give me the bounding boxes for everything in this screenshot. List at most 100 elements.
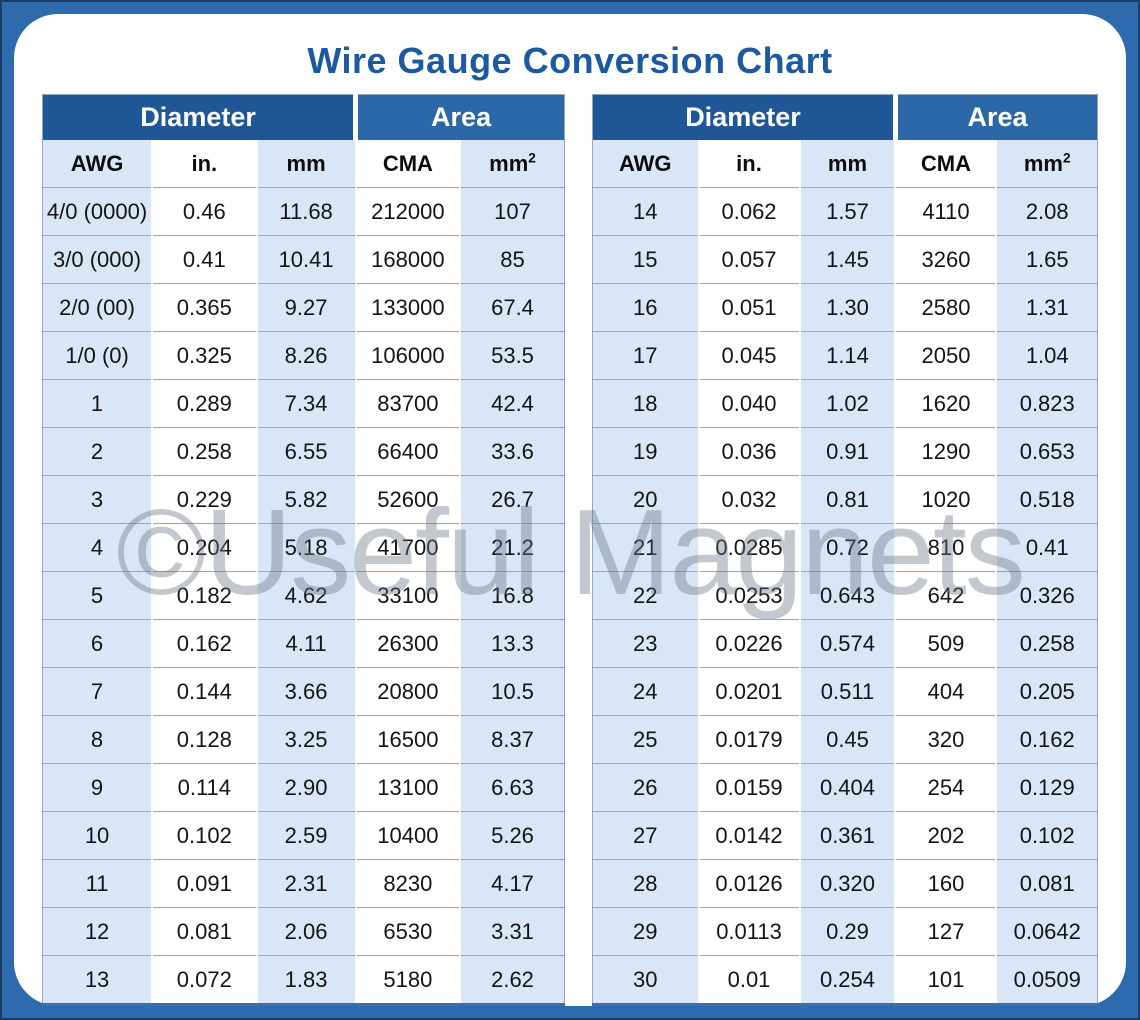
table-cell: 9	[42, 763, 153, 812]
table-row: 5 0.182 4.62 33100 16.8	[42, 571, 565, 620]
table-row: 22 0.0253 0.643 642 0.326	[592, 571, 1098, 620]
table-cell: 1620	[894, 379, 997, 428]
table-cell: 0.072	[151, 955, 257, 1005]
column-header-in: in.	[151, 140, 257, 188]
column-header-superscript: 2	[528, 150, 536, 166]
table-cell: 0.361	[798, 811, 896, 860]
table-row: 20 0.032 0.81 1020 0.518	[592, 475, 1098, 524]
table-cell: 127	[894, 907, 997, 956]
table-cell: 202	[894, 811, 997, 860]
table-cell: 14	[592, 187, 699, 236]
table-cell: 404	[894, 667, 997, 716]
table-cell: 16	[592, 283, 699, 332]
table-cell: 0.0201	[697, 667, 800, 716]
column-header-row: AWG in. mm CMA mm2	[592, 140, 1098, 188]
table-cell: 106000	[354, 331, 461, 380]
table-cell: 10400	[354, 811, 461, 860]
table-row: 17 0.045 1.14 2050 1.04	[592, 331, 1098, 380]
column-header-superscript: 2	[1063, 150, 1071, 166]
column-header-cma: CMA	[354, 140, 461, 188]
page-title: Wire Gauge Conversion Chart	[307, 40, 833, 81]
column-header-awg: AWG	[592, 140, 699, 188]
table-cell: 6.55	[255, 427, 356, 476]
table-cell: 133000	[354, 283, 461, 332]
table-cell: 1.30	[798, 283, 896, 332]
table-cell: 24	[592, 667, 699, 716]
table-cell: 10.41	[255, 235, 356, 284]
table-cell: 5.82	[255, 475, 356, 524]
table-cell: 0.326	[995, 571, 1098, 620]
table-row: 21 0.0285 0.72 810 0.41	[592, 523, 1098, 572]
table-cell: 0.0159	[697, 763, 800, 812]
table-cell: 4.62	[255, 571, 356, 620]
table-cell: 2	[42, 427, 153, 476]
table-cell: 2580	[894, 283, 997, 332]
table-cell: 0.045	[697, 331, 800, 380]
table-cell: 20	[592, 475, 699, 524]
table-cell: 168000	[354, 235, 461, 284]
table-cell: 8.26	[255, 331, 356, 380]
table-cell: 1.57	[798, 187, 896, 236]
table-cell: 2.06	[255, 907, 356, 956]
table-cell: 4110	[894, 187, 997, 236]
table-cell: 5	[42, 571, 153, 620]
column-header-label: AWG	[70, 150, 124, 176]
table-cell: 41700	[354, 523, 461, 572]
table-cell: 7.34	[255, 379, 356, 428]
group-header-row: Diameter Area	[42, 94, 565, 140]
tables-row: Diameter Area AWG in. mm CMA mm2 4/0 (0000) 0.…	[14, 94, 1126, 1006]
table-cell: 0.0126	[697, 859, 800, 908]
table-cell: 0.032	[697, 475, 800, 524]
table-row: 2/0 (00) 0.365 9.27 133000 67.4	[42, 283, 565, 332]
table-cell: 7	[42, 667, 153, 716]
table-cell: 9.27	[255, 283, 356, 332]
table-cell: 0.518	[995, 475, 1098, 524]
table-cell: 0.404	[798, 763, 896, 812]
column-header-label: CMA	[382, 150, 433, 176]
table-cell: 4.17	[459, 859, 565, 908]
table-cell: 6530	[354, 907, 461, 956]
table-row: 27 0.0142 0.361 202 0.102	[592, 811, 1098, 860]
column-header-label: in.	[736, 150, 762, 176]
table-cell: 0.040	[697, 379, 800, 428]
table-cell: 1.83	[255, 955, 356, 1005]
wire-gauge-table-left: Diameter Area AWG in. mm CMA mm2 4/0 (0000) 0.…	[42, 94, 565, 1006]
column-header-label: AWG	[618, 150, 672, 176]
table-cell: 21	[592, 523, 699, 572]
table-cell: 0.204	[151, 523, 257, 572]
group-header-area: Area	[895, 94, 1098, 140]
table-cell: 509	[894, 619, 997, 668]
table-cell: 0.0113	[697, 907, 800, 956]
table-row: 7 0.144 3.66 20800 10.5	[42, 667, 565, 716]
table-cell: 0.254	[798, 955, 896, 1005]
table-cell: 0.081	[151, 907, 257, 956]
table-cell: 3260	[894, 235, 997, 284]
table-cell: 0.205	[995, 667, 1098, 716]
table-cell: 0.258	[995, 619, 1098, 668]
table-cell: 1.31	[995, 283, 1098, 332]
table-cell: 0.036	[697, 427, 800, 476]
table-cell: 27	[592, 811, 699, 860]
table-cell: 0.229	[151, 475, 257, 524]
table-cell: 0.45	[798, 715, 896, 764]
table-cell: 12	[42, 907, 153, 956]
table-cell: 10	[42, 811, 153, 860]
table-cell: 1.14	[798, 331, 896, 380]
table-row: 4 0.204 5.18 41700 21.2	[42, 523, 565, 572]
table-cell: 2.31	[255, 859, 356, 908]
table-cell: 5.18	[255, 523, 356, 572]
table-cell: 1/0 (0)	[42, 331, 153, 380]
column-header-label: in.	[191, 150, 218, 176]
table-row: 13 0.072 1.83 5180 2.62	[42, 955, 565, 1005]
table-cell: 4.11	[255, 619, 356, 668]
table-cell: 0.01	[697, 955, 800, 1005]
table-cell: 0.144	[151, 667, 257, 716]
table-cell: 0.0253	[697, 571, 800, 620]
table-cell: 0.129	[995, 763, 1098, 812]
table-cell: 2.59	[255, 811, 356, 860]
table-row: 1 0.289 7.34 83700 42.4	[42, 379, 565, 428]
table-row: 26 0.0159 0.404 254 0.129	[592, 763, 1098, 812]
table-cell: 1	[42, 379, 153, 428]
group-header-row: Diameter Area	[592, 94, 1098, 140]
